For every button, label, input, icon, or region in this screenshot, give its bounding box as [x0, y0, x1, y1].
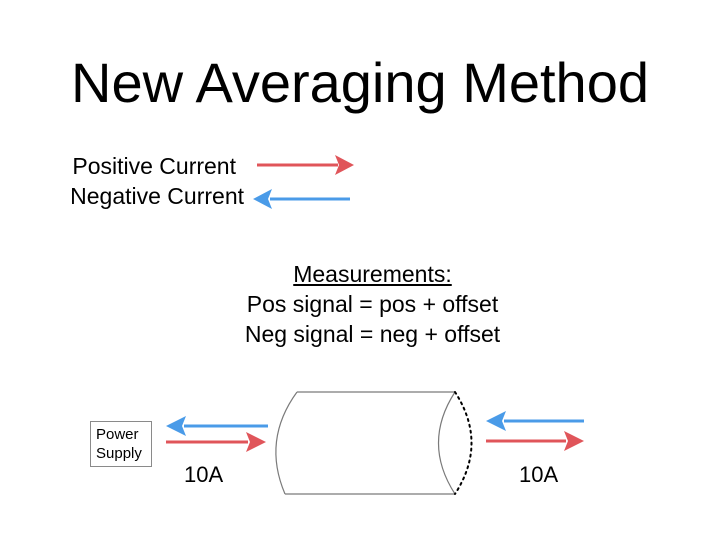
right-positive-arrow: [486, 431, 584, 451]
current-label-right: 10A: [519, 462, 559, 487]
conductor-cylinder: [275, 391, 473, 495]
left-negative-arrow: [166, 416, 268, 436]
left-positive-arrow: [166, 432, 266, 452]
power-supply-box: Power Supply: [90, 421, 152, 467]
neg-signal-equation: Neg signal = neg + offset: [244, 321, 501, 347]
legend-negative-label: Negative Current: [70, 183, 244, 209]
slide-title: New Averaging Method: [71, 51, 649, 114]
pos-signal-equation: Pos signal = pos + offset: [246, 291, 499, 317]
current-label-left: 10A: [184, 462, 224, 487]
power-supply-label-line1: Power: [96, 426, 139, 443]
legend-positive-label: Positive Current: [72, 153, 236, 179]
right-negative-arrow: [486, 411, 584, 431]
legend-positive-arrow: [257, 155, 354, 175]
power-supply-label-line2: Supply: [96, 445, 142, 462]
measurements-heading: Measurements:: [293, 261, 452, 287]
legend-negative-arrow: [253, 189, 350, 209]
